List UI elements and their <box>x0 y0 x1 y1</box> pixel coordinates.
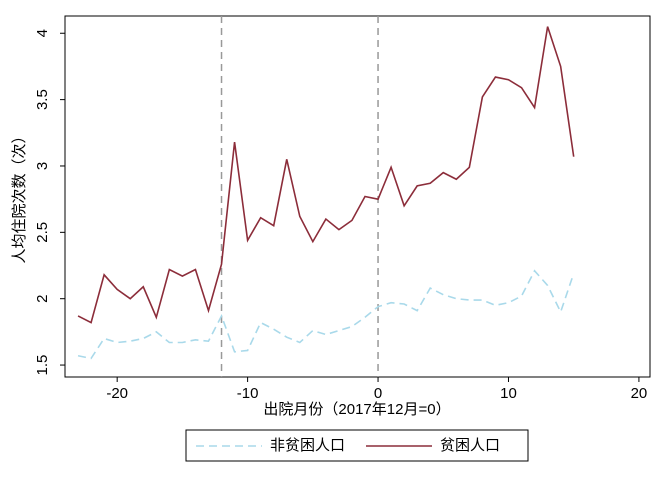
legend-label: 非贫困人口 <box>270 437 345 454</box>
legend-label: 贫困人口 <box>440 437 500 454</box>
series-line <box>77 26 575 324</box>
x-tick-label: -20 <box>106 385 128 402</box>
y-tick-label: 2 <box>34 295 51 303</box>
y-tick-label: 3.5 <box>34 89 51 110</box>
x-axis-label: 出院月份（2017年12月=0） <box>263 400 450 418</box>
series-line <box>77 269 575 360</box>
x-tick-label: 20 <box>631 385 648 402</box>
y-axis-label: 人均住院次数（次） <box>10 128 28 263</box>
y-tick-label: 4 <box>34 29 51 37</box>
y-tick-label: 3 <box>34 162 51 170</box>
x-tick-label: 0 <box>374 385 382 402</box>
x-tick-label: -10 <box>237 385 259 402</box>
y-tick-label: 2.5 <box>34 222 51 243</box>
plot-frame <box>64 15 651 378</box>
y-tick-label: 1.5 <box>34 355 51 376</box>
x-tick-label: 10 <box>500 385 517 402</box>
